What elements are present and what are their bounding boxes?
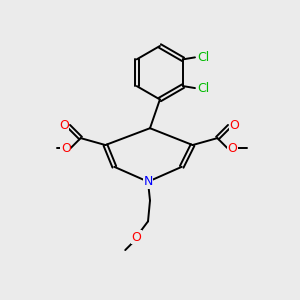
Text: O: O (227, 142, 237, 154)
Text: O: O (229, 119, 239, 132)
Text: O: O (61, 142, 71, 154)
Text: Cl: Cl (197, 82, 209, 94)
Text: N: N (143, 175, 153, 188)
Text: O: O (131, 231, 141, 244)
Text: O: O (59, 119, 69, 132)
Text: Cl: Cl (197, 51, 209, 64)
